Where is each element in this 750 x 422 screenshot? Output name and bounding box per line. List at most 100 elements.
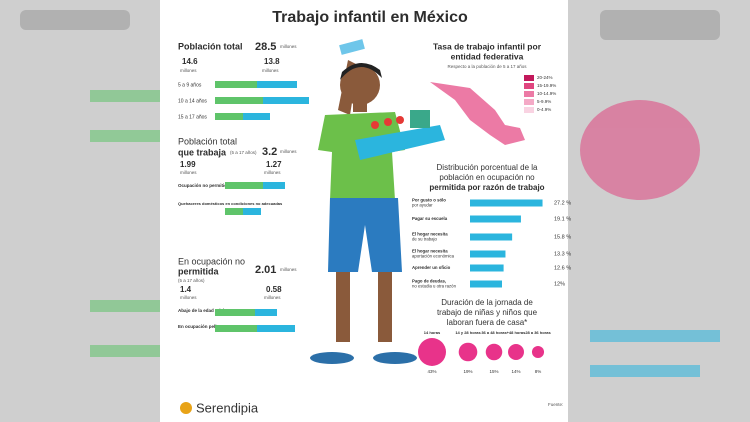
- bubble: [458, 342, 478, 362]
- row: Quehaceres domésticos en condiciones no …: [178, 201, 283, 206]
- legend-swatch: [524, 91, 534, 97]
- bar-decor: [263, 182, 285, 189]
- value: 28.5: [255, 41, 276, 53]
- hours-title: laboran fuera de casa*: [447, 318, 528, 327]
- unit: millones: [180, 170, 197, 175]
- value-label: 13.3 %: [554, 251, 571, 257]
- value-label: 12%: [554, 281, 565, 287]
- title: Trabajo infantil en México: [272, 9, 468, 26]
- bar: [470, 199, 543, 207]
- category-label: no estudia u otra razón: [412, 284, 457, 289]
- boys: 1.99: [180, 160, 196, 169]
- category-label: Pagar su escuela: [412, 216, 448, 221]
- reasons-section: Distribución porcentual de la población …: [429, 163, 544, 192]
- bar-decor: [243, 208, 261, 215]
- age-group: 10 a 14 años: [178, 98, 207, 104]
- map-section: Tasa de trabajo infantil por entidad fed…: [430, 41, 542, 145]
- category-label: 36 a 48 horas: [481, 330, 507, 335]
- hours-section: Duración de la jornada de trabajo de niñ…: [437, 298, 538, 327]
- map-title: entidad federativa: [451, 51, 524, 61]
- reasons-title: Distribución porcentual de la: [437, 163, 538, 172]
- value-label: 19.1 %: [554, 216, 571, 222]
- source: Fuente:: [548, 402, 563, 407]
- hours-title: trabajo de niñas y niños que: [437, 308, 538, 317]
- category-label: Aprender un oficio: [412, 265, 451, 270]
- category-label: 14 y 28 horas: [455, 330, 481, 335]
- category-label: Por gusto o sólo: [412, 198, 446, 203]
- legend-swatch: [524, 75, 534, 81]
- category-label: 28 a 36 horas: [525, 330, 551, 335]
- reasons-title: permitida por razón de trabajo: [429, 183, 544, 192]
- bar-decor: [215, 325, 257, 332]
- bar-decor: [225, 182, 263, 189]
- category-label: por ayudar: [412, 203, 433, 208]
- note: (5 a 17 años): [230, 150, 257, 155]
- category-label: de su trabajo: [412, 237, 437, 242]
- child-illustration: [310, 39, 445, 364]
- value-label: 14%: [511, 369, 520, 374]
- unit: millones: [280, 267, 297, 272]
- legend-swatch: [524, 99, 534, 105]
- bubble: [418, 338, 446, 366]
- boys: 1.4: [180, 285, 192, 294]
- unit: millones: [180, 68, 197, 73]
- category-label: El hogar necesita: [412, 232, 448, 237]
- age-group: 15 a 17 años: [178, 114, 207, 120]
- value-label: 43%: [427, 369, 436, 374]
- unit: millones: [280, 149, 297, 154]
- unit: millones: [180, 295, 197, 300]
- bar: [470, 264, 504, 272]
- bar: [470, 233, 513, 241]
- map-subtitle: Respecto a la población de 5 a 17 años: [447, 64, 527, 69]
- girls: 0.58: [266, 285, 282, 294]
- value-label: 12.6 %: [554, 265, 571, 271]
- unit: millones: [264, 295, 281, 300]
- bar-decor: [215, 309, 255, 316]
- note: (5 a 17 años): [178, 278, 205, 283]
- age-group: 5 a 9 años: [178, 82, 202, 88]
- value-label: 27.2 %: [554, 200, 571, 206]
- left-column: Población total 28.5 millones 14.6 millo…: [178, 41, 309, 415]
- category-label: Pago de deudas,: [412, 279, 446, 284]
- reasons-title: población en ocupación no: [439, 173, 535, 182]
- bar: [470, 250, 506, 258]
- bar-decor: [257, 81, 297, 88]
- value-label: 19%: [463, 369, 472, 374]
- value-label: 15.8 %: [554, 234, 571, 240]
- label: permitida: [178, 266, 220, 276]
- bubble: [508, 344, 524, 360]
- row: En ocupación peligrosa: [178, 324, 229, 329]
- bubble: [531, 345, 545, 359]
- bar-decor: [243, 113, 270, 120]
- unit: millones: [264, 170, 281, 175]
- hours-title: Duración de la jornada de: [441, 298, 533, 307]
- legend-label: 20-24%: [537, 75, 553, 80]
- row: Ocupación no permitida: [178, 183, 230, 188]
- category-label: aportación económica: [412, 254, 455, 259]
- bubble: [485, 343, 503, 361]
- legend-swatch: [524, 107, 534, 113]
- value-label: 15%: [489, 369, 498, 374]
- bar-decor: [215, 113, 243, 120]
- bar-decor: [257, 325, 295, 332]
- bar-decor: [215, 97, 263, 104]
- unit: millones: [280, 44, 297, 49]
- bar-decor: [225, 208, 243, 215]
- legend-label: 5-9.9%: [537, 99, 551, 104]
- girls: 13.8: [264, 57, 280, 66]
- label: Población total: [178, 41, 243, 51]
- value: 3.2: [262, 146, 277, 158]
- label: que trabaja: [178, 147, 227, 157]
- map-title: Tasa de trabajo infantil por: [433, 41, 542, 51]
- bar: [470, 280, 502, 288]
- legend-swatch: [524, 83, 534, 89]
- girls: 1.27: [266, 160, 282, 169]
- category-label: 14 horas: [424, 330, 441, 335]
- logo-icon: [180, 402, 192, 414]
- blurred-sides: [20, 10, 720, 377]
- legend-label: 15-19.9%: [537, 83, 556, 88]
- bar-decor: [255, 309, 277, 316]
- brand: Serendipia: [196, 400, 259, 415]
